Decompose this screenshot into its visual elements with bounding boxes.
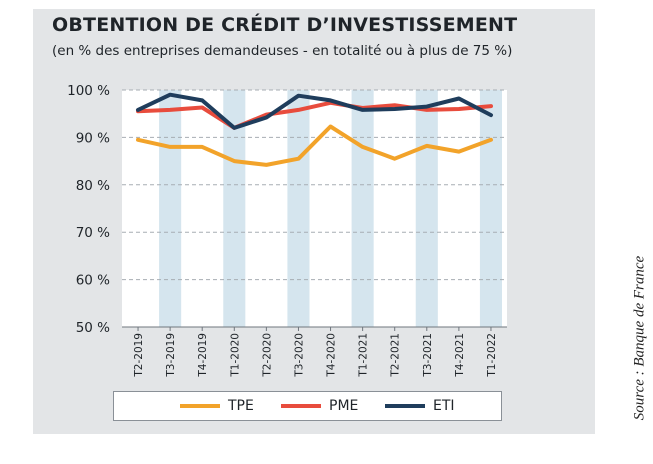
plot-area [122, 90, 507, 327]
shaded-band [351, 90, 374, 327]
legend-item-eti: ETI [385, 392, 455, 420]
shaded-band [415, 90, 438, 327]
legend-item-pme: PME [281, 392, 358, 420]
y-tick-label: 90 % [76, 130, 110, 146]
series-line-tpe [136, 124, 493, 167]
chart-title: OBTENTION DE CRÉDIT D’INVESTISSEMENT [52, 14, 518, 36]
x-tick-label: T2-2019 [133, 333, 145, 378]
legend-label-pme: PME [329, 398, 359, 414]
y-tick-label: 70 % [76, 225, 110, 241]
y-tick-label: 50 % [76, 320, 110, 336]
chart-subtitle: (en % des entreprises demandeuses - en t… [52, 43, 513, 59]
legend-swatch-eti [385, 404, 425, 408]
x-tick-label: T3-2019 [165, 333, 177, 378]
series-line-eti [136, 92, 493, 130]
shaded-band [159, 90, 182, 327]
series-line-pme [136, 100, 493, 130]
x-tick-label: T1-2022 [486, 333, 498, 378]
shaded-band [479, 90, 502, 327]
x-tick-label: T3-2020 [293, 333, 305, 378]
legend-label-tpe: TPE [228, 398, 254, 414]
shaded-band [223, 90, 246, 327]
x-tick-label: T4-2020 [326, 333, 338, 378]
source-note: Source : Banque de France [631, 255, 648, 421]
x-tick-label: T4-2019 [197, 333, 209, 378]
legend-swatch-pme [281, 404, 321, 408]
x-tick-label: T2-2021 [390, 333, 402, 378]
x-tick-label: T3-2021 [422, 333, 434, 378]
shaded-band [287, 90, 310, 327]
legend-label-eti: ETI [433, 398, 455, 414]
legend: TPE PME ETI [113, 391, 502, 421]
x-tick-label: T1-2021 [358, 333, 370, 378]
y-tick-label: 80 % [76, 178, 110, 194]
x-tick-label: T2-2020 [261, 333, 273, 378]
y-tick-label: 100 % [67, 83, 110, 99]
legend-swatch-tpe [180, 404, 220, 408]
y-tick-label: 60 % [76, 273, 110, 289]
x-tick-label: T4-2021 [454, 333, 466, 378]
legend-item-tpe: TPE [180, 392, 254, 420]
x-tick-label: T1-2020 [229, 333, 241, 378]
